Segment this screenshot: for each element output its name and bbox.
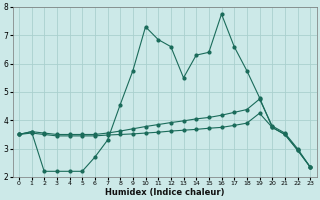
- X-axis label: Humidex (Indice chaleur): Humidex (Indice chaleur): [105, 188, 224, 197]
